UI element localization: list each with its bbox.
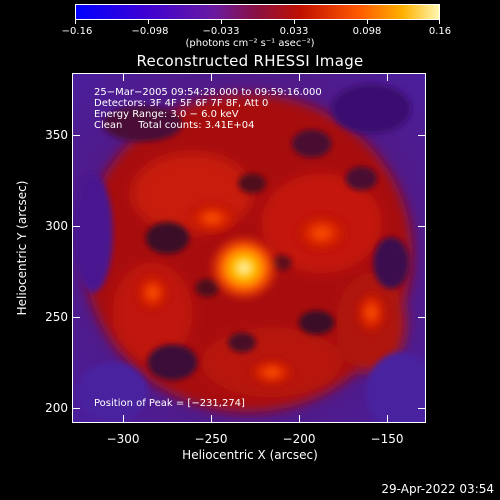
y-major-tick [418, 135, 426, 136]
x-major-tick [299, 415, 300, 423]
x-major-tick [123, 73, 124, 81]
x-major-tick [387, 415, 388, 423]
y-major-tick [72, 408, 80, 409]
x-tick-label: −250 [194, 432, 228, 446]
y-major-tick [72, 226, 80, 227]
bright-patches [132, 200, 390, 389]
colorbar-tick-mark [439, 20, 440, 24]
colorbar-tick-mark [367, 20, 368, 24]
colorbar-tick-mark [148, 20, 149, 24]
annotation-time-range: 25−Mar−2005 09:54:28.000 to 09:59:16.000 [94, 87, 322, 98]
colorbar-tick-label: 0.033 [279, 26, 309, 37]
colorbar-tick-label: 0.098 [352, 26, 382, 37]
peak-source [208, 234, 280, 302]
colorbar [75, 4, 440, 20]
x-major-tick [299, 73, 300, 81]
colorbar-tick-label: −0.033 [202, 26, 240, 37]
y-major-tick [72, 135, 80, 136]
plot-timestamp: 29-Apr-2022 03:54 [381, 482, 494, 496]
y-major-tick [418, 226, 426, 227]
y-major-tick [418, 408, 426, 409]
annotation-energy: Energy Range: 3.0 − 6.0 keV [94, 109, 239, 120]
x-major-tick [123, 415, 124, 423]
colorbar-tick-label: −0.16 [61, 26, 93, 37]
colorbar-tick-label: 0.16 [428, 26, 452, 37]
observation-annotation: 25−Mar−2005 09:54:28.000 to 09:59:16.000… [94, 87, 322, 131]
x-axis-label: Heliocentric X (arcsec) [182, 448, 318, 462]
y-tick-label: 350 [45, 128, 68, 142]
x-major-tick [387, 73, 388, 81]
x-tick-label: −300 [106, 432, 140, 446]
annotation-clean: Clean Total counts: 3.41E+04 [94, 120, 255, 131]
y-major-tick [72, 317, 80, 318]
y-tick-label: 300 [45, 219, 68, 233]
colorbar-tick-label: −0.098 [131, 26, 169, 37]
x-tick-label: −150 [370, 432, 404, 446]
y-axis-label: Heliocentric Y (arcsec) [15, 180, 29, 316]
rhessi-image [72, 73, 426, 423]
peak-position: Position of Peak = [−231,274] [94, 398, 245, 409]
colorbar-units: (photons cm⁻² s⁻¹ asec⁻²) [185, 38, 315, 49]
annotation-detectors: Detectors: 3F 4F 5F 6F 7F 8F, Att 0 [94, 98, 269, 109]
x-major-tick [211, 415, 212, 423]
colorbar-tick-mark [75, 20, 76, 24]
y-major-tick [418, 317, 426, 318]
plot-title: Reconstructed RHESSI Image [136, 52, 364, 70]
y-tick-label: 250 [45, 310, 68, 324]
x-major-tick [211, 73, 212, 81]
colorbar-tick-mark [294, 20, 295, 24]
dark-holes [73, 83, 425, 422]
x-tick-label: −200 [282, 432, 316, 446]
colorbar-tick-mark [221, 20, 222, 24]
y-tick-label: 200 [45, 401, 68, 415]
